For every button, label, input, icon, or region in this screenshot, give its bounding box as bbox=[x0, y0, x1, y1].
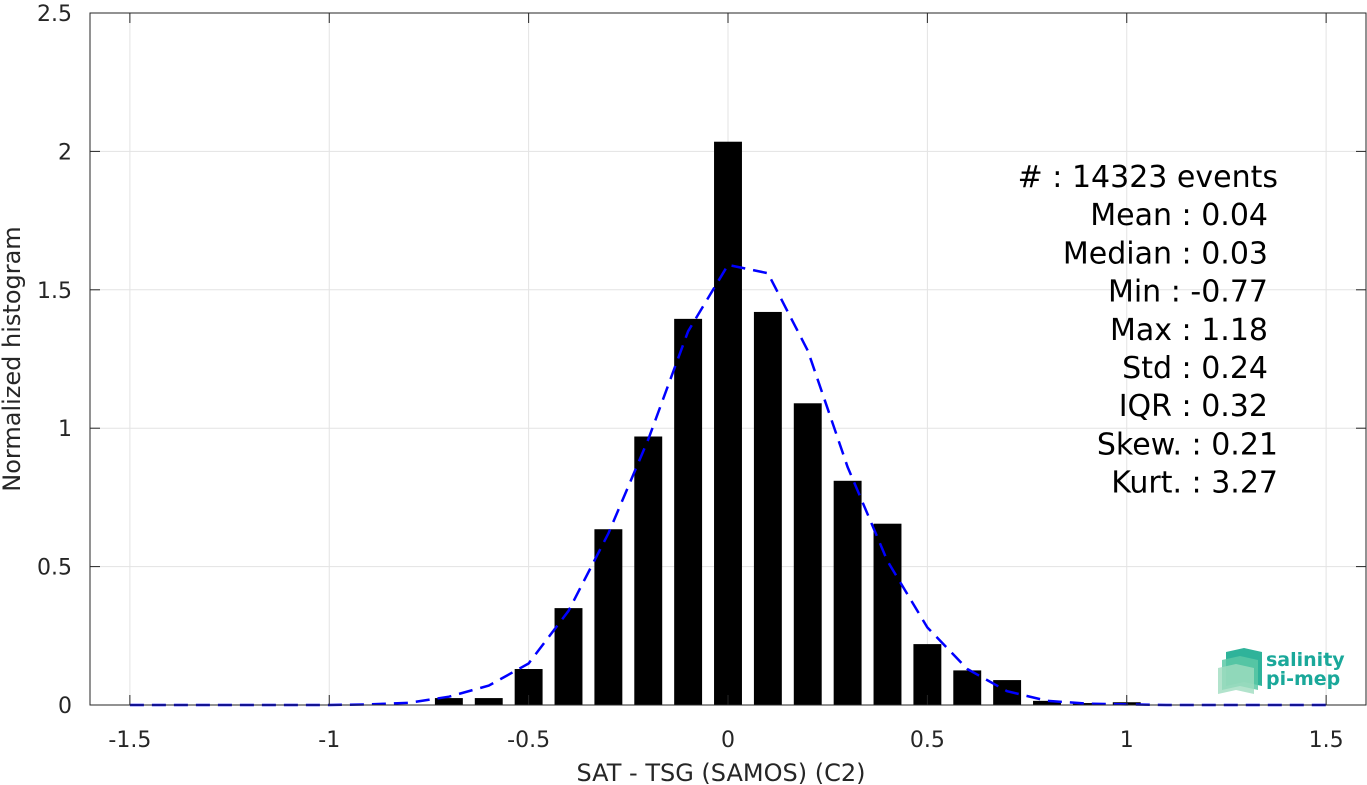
y-axis-label: Normalized histogram bbox=[0, 226, 26, 491]
histogram-bar bbox=[1072, 703, 1101, 705]
histogram-bar bbox=[753, 311, 782, 705]
salinity-pi-mep-logo: salinity pi-mep bbox=[1218, 648, 1345, 694]
histogram-bar bbox=[833, 480, 862, 705]
stats-line: Min : -0.77 bbox=[1108, 275, 1268, 310]
histogram-bar bbox=[953, 670, 982, 705]
histogram-bar bbox=[474, 698, 503, 705]
histogram-bars bbox=[434, 141, 1141, 705]
logo-line2: pi-mep bbox=[1266, 668, 1340, 690]
stats-line: IQR : 0.32 bbox=[1119, 389, 1268, 424]
y-tick-label: 2.5 bbox=[37, 2, 72, 27]
y-tick-label: 1.5 bbox=[37, 279, 72, 304]
histogram-bar bbox=[434, 698, 463, 705]
histogram-bar bbox=[714, 141, 742, 705]
x-tick-label: 0.5 bbox=[910, 728, 945, 753]
x-tick-label: -0.5 bbox=[507, 728, 550, 753]
y-tick-label: 2 bbox=[58, 140, 72, 165]
stats-line: Skew. : 0.21 bbox=[1097, 427, 1278, 462]
y-tick-label: 0.5 bbox=[37, 556, 72, 581]
x-tick-label: 0 bbox=[721, 728, 735, 753]
stats-line: Mean : 0.04 bbox=[1090, 198, 1268, 233]
histogram-bar bbox=[674, 318, 703, 705]
x-tick-label: 1.5 bbox=[1309, 728, 1344, 753]
x-tick-label: 1 bbox=[1120, 728, 1134, 753]
stats-line: Median : 0.03 bbox=[1063, 236, 1268, 271]
stats-line: # : 14323 events bbox=[1018, 160, 1278, 195]
y-tick-labels: 0 0.5 1 1.5 2 2.5 bbox=[37, 2, 72, 719]
histogram-bar bbox=[793, 403, 822, 705]
histogram-bar bbox=[913, 644, 942, 705]
logo-mark-icon bbox=[1218, 648, 1262, 694]
histogram-bar bbox=[634, 436, 663, 705]
histogram-bar bbox=[594, 529, 623, 705]
x-tick-labels: -1.5 -1 -0.5 0 0.5 1 1.5 bbox=[108, 728, 1343, 753]
stats-line: Kurt. : 3.27 bbox=[1111, 466, 1278, 501]
y-tick-label: 0 bbox=[58, 694, 72, 719]
histogram-bar bbox=[1033, 700, 1061, 705]
x-axis-label: SAT - TSG (SAMOS) (C2) bbox=[577, 759, 866, 785]
histogram-bar bbox=[873, 523, 902, 705]
axes bbox=[89, 12, 1367, 706]
y-tick-label: 1 bbox=[58, 417, 72, 442]
x-tick-label: -1.5 bbox=[108, 728, 151, 753]
stats-line: Std : 0.24 bbox=[1122, 351, 1268, 386]
stats-line: Max : 1.18 bbox=[1110, 313, 1268, 348]
x-tick-label: -1 bbox=[318, 728, 340, 753]
logo-line1: salinity bbox=[1266, 649, 1345, 671]
histogram-bar bbox=[554, 608, 583, 705]
